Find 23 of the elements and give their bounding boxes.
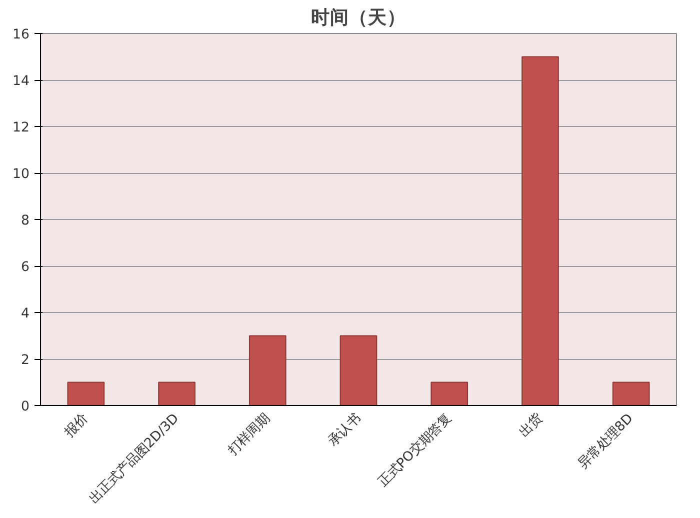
bar xyxy=(612,382,650,406)
y-tick-label: 8 xyxy=(21,214,30,228)
y-tick-label: 0 xyxy=(21,400,30,414)
x-tick-label: 打样周期 xyxy=(224,411,273,460)
bar xyxy=(340,335,378,406)
chart-title: 时间（天） xyxy=(311,6,406,28)
y-tick-label: 10 xyxy=(12,167,30,182)
x-tick-label: 异常处理8D xyxy=(576,411,636,472)
y-tick-label: 6 xyxy=(21,260,30,275)
y-tick-label: 12 xyxy=(12,120,30,136)
x-tick-label: 承认书 xyxy=(326,411,364,450)
bar xyxy=(248,335,286,406)
bar xyxy=(430,382,468,406)
bar xyxy=(522,56,559,406)
y-tick-label: 4 xyxy=(21,306,30,322)
x-tick-label: 报价 xyxy=(62,411,92,441)
y-tick-label: 16 xyxy=(12,28,30,42)
bar xyxy=(158,382,196,406)
x-tick-label: 出货 xyxy=(516,411,546,440)
bar xyxy=(67,382,105,406)
x-tick-label: 正式PO交期答复 xyxy=(375,410,455,490)
y-tick-label: 2 xyxy=(21,353,30,368)
y-tick-label: 14 xyxy=(12,74,30,89)
